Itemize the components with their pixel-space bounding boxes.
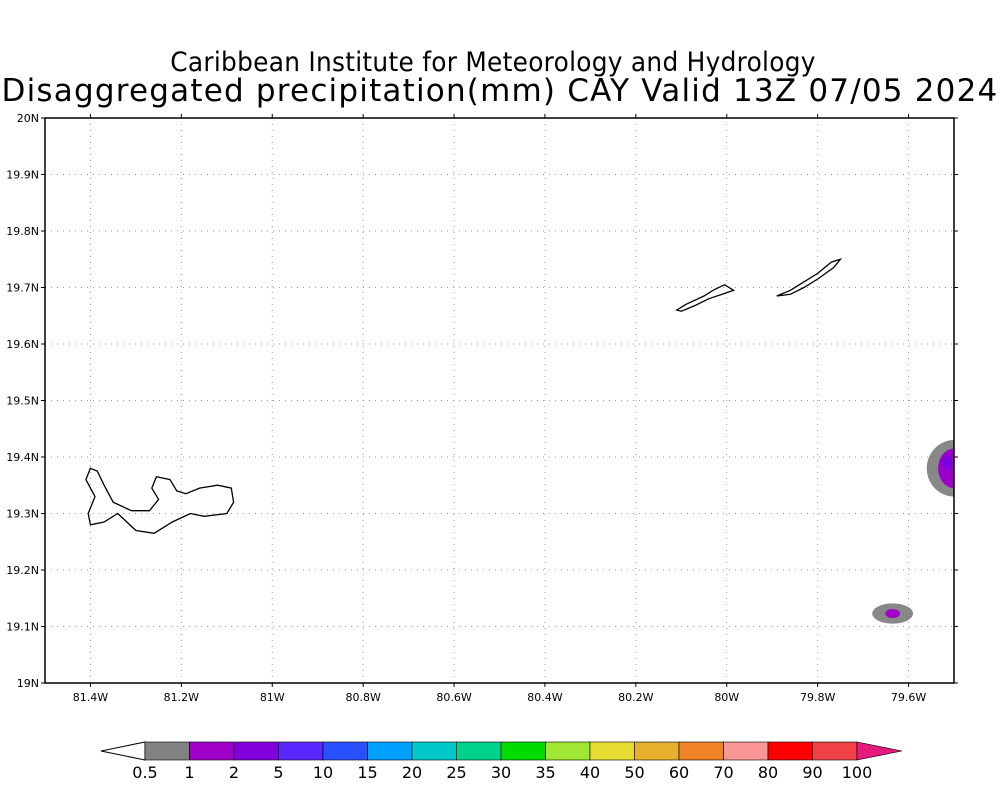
island-outline [85, 467, 235, 534]
lon-tick-label: 81W [260, 691, 285, 704]
lon-tick-label: 80W [714, 691, 739, 704]
precip-cell [885, 608, 900, 619]
colorbar-label: 50 [624, 763, 644, 782]
lat-tick-label: 19.3N [6, 508, 39, 521]
colorbar-label: 60 [669, 763, 689, 782]
colorbar-swatch [545, 741, 591, 761]
colorbar-swatch [634, 741, 680, 761]
lon-tick-label: 80.2W [618, 691, 653, 704]
colorbar-label: 35 [535, 763, 555, 782]
colorbar: 0.5 1 2 5 10 15 20 25 30 35 40 50 60 70 80 90 100 [100, 741, 903, 782]
colorbar-label: 15 [357, 763, 377, 782]
lat-tick-label: 20N [17, 112, 39, 125]
colorbar-label: 30 [491, 763, 511, 782]
precip-cell [941, 455, 953, 470]
colorbar-swatch [233, 741, 279, 761]
lon-tick-label: 80.6W [436, 691, 471, 704]
colorbar-label: 2 [229, 763, 239, 782]
colorbar-label: 40 [580, 763, 600, 782]
colorbar-label: 100 [842, 763, 873, 782]
lon-tick-label: 79.8W [800, 691, 835, 704]
colorbar-label: 5 [273, 763, 283, 782]
colorbar-label: 1 [184, 763, 194, 782]
lon-tick-label: 81.4W [73, 691, 108, 704]
colorbar-swatch [367, 741, 413, 761]
lat-tick-label: 19.1N [6, 621, 39, 634]
lat-tick-label: 19.9N [6, 169, 39, 182]
institute-title: Caribbean Institute for Meteorology and … [170, 47, 816, 78]
colorbar-swatch [144, 741, 190, 761]
island-outline [675, 283, 736, 312]
precipitation-cells [872, 440, 954, 624]
colorbar-label: 20 [402, 763, 422, 782]
product-title: Disaggregated precipitation(mm) CAY Vali… [1, 73, 999, 109]
colorbar-swatch [278, 741, 324, 761]
colorbar-swatch [411, 741, 457, 761]
lat-tick-label: 19.8N [6, 225, 39, 238]
lat-tick-label: 19.7N [6, 282, 39, 295]
lon-tick-label: 79.6W [891, 691, 926, 704]
lat-tick-label: 19.6N [6, 338, 39, 351]
colorbar-swatch [589, 741, 635, 761]
lat-tick-label: 19.4N [6, 451, 39, 464]
colorbar-swatch [678, 741, 724, 761]
colorbar-swatch [189, 741, 235, 761]
lon-tick-label: 80.8W [345, 691, 380, 704]
colorbar-swatch [767, 741, 813, 761]
colorbar-label: 80 [758, 763, 778, 782]
colorbar-label: 90 [802, 763, 822, 782]
lon-tick-label: 80.4W [527, 691, 562, 704]
colorbar-swatch [723, 741, 769, 761]
lat-tick-label: 19.5N [6, 395, 39, 408]
lat-tick-label: 19N [17, 677, 39, 690]
colorbar-label: 70 [713, 763, 733, 782]
colorbar-swatch [456, 741, 502, 761]
colorbar-under-arrow [100, 741, 146, 761]
island-outline [776, 258, 843, 297]
colorbar-label: 25 [446, 763, 466, 782]
colorbar-swatch [500, 741, 546, 761]
axis-ticks: 20N 19.9N 19.8N 19.7N 19.6N 19.5N 19.4N 19.3N 19… [6, 112, 958, 704]
lon-tick-label: 81.2W [164, 691, 199, 704]
colorbar-label: 10 [313, 763, 333, 782]
island-outlines [85, 258, 843, 534]
colorbar-swatch [812, 741, 858, 761]
colorbar-swatch [322, 741, 368, 761]
grid-lines [45, 118, 954, 683]
colorbar-label: 0.5 [132, 763, 157, 782]
lat-tick-label: 19.2N [6, 564, 39, 577]
colorbar-over-arrow [856, 741, 903, 761]
